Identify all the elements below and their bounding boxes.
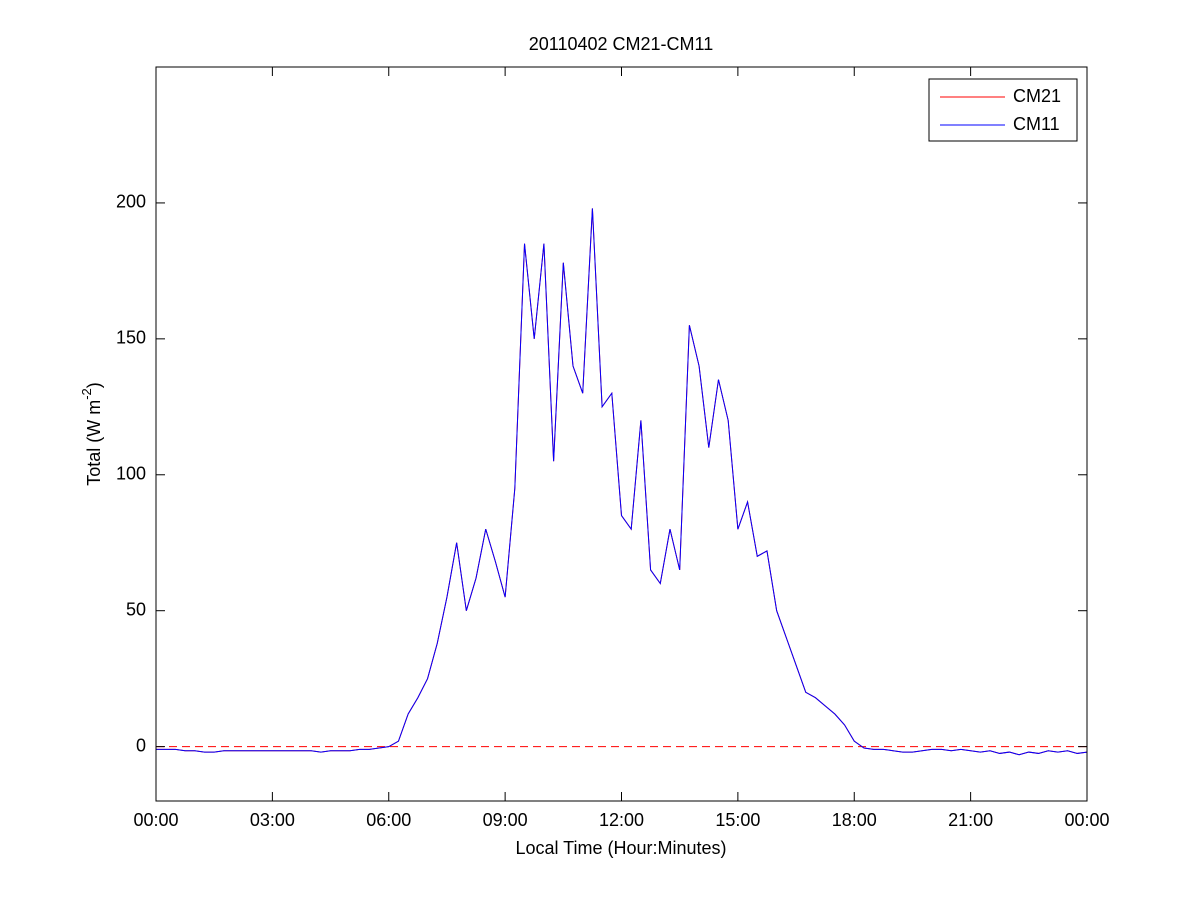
x-tick-label: 09:00 bbox=[483, 810, 528, 830]
y-label-text: Total (W m bbox=[84, 400, 104, 486]
x-axis-label: Local Time (Hour:Minutes) bbox=[515, 838, 726, 858]
y-tick-label: 150 bbox=[116, 328, 146, 348]
y-tick-label: 100 bbox=[116, 464, 146, 484]
legend-box bbox=[928, 78, 1078, 142]
y-axis-label: Total (W m-2) bbox=[79, 382, 103, 486]
y-tick-label: 200 bbox=[116, 192, 146, 212]
legend-label: CM11 bbox=[1013, 114, 1060, 134]
chart-title: 20110402 CM21-CM11 bbox=[529, 34, 713, 54]
x-tick-label: 00:00 bbox=[1064, 810, 1109, 830]
x-tick-label: 06:00 bbox=[366, 810, 411, 830]
y-label-sup: -2 bbox=[79, 388, 94, 400]
x-tick-label: 21:00 bbox=[948, 810, 993, 830]
x-tick-label: 00:00 bbox=[133, 810, 178, 830]
x-tick-label: 15:00 bbox=[715, 810, 760, 830]
x-tick-label: 12:00 bbox=[599, 810, 644, 830]
legend-label: CM21 bbox=[1013, 86, 1061, 106]
y-tick-label: 50 bbox=[126, 599, 146, 619]
x-tick-label: 18:00 bbox=[832, 810, 877, 830]
x-tick-label: 03:00 bbox=[250, 810, 295, 830]
y-label-suffix: ) bbox=[84, 382, 104, 388]
y-tick-label: 0 bbox=[136, 735, 146, 755]
series-line bbox=[156, 208, 1088, 756]
